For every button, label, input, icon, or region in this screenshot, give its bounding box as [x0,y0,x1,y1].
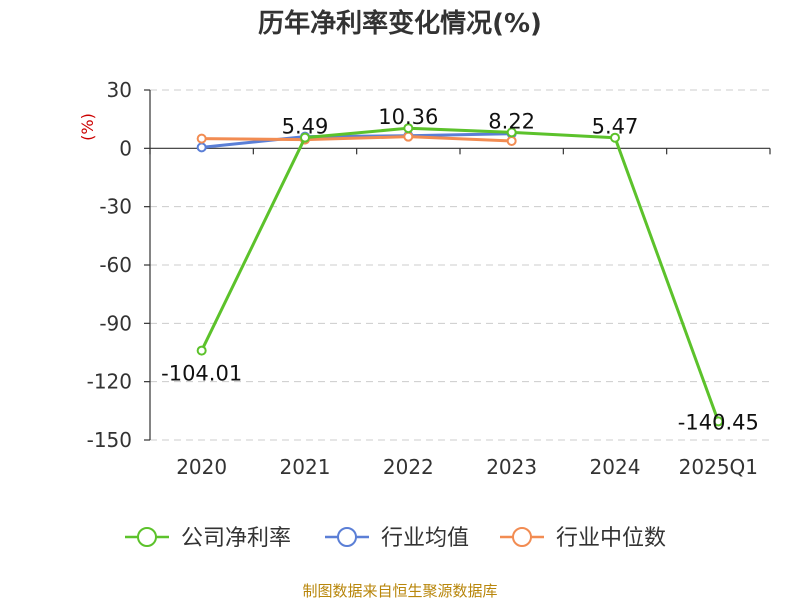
data-label: 5.49 [282,115,329,139]
chart-title: 历年净利率变化情况(%) [258,8,542,39]
data-point [196,345,207,356]
legend-marker [512,527,532,547]
data-labels: -104.01 5.49 10.36 8.22 5.47 -140.45 [161,105,759,434]
grid-lines [150,89,770,441]
y-tick-label: -120 [87,370,132,394]
data-label: 10.36 [378,105,438,129]
x-tick-label: 2025Q1 [679,455,758,479]
data-point [196,142,207,153]
legend-label: 公司净利率 [181,526,291,551]
data-label: -104.01 [161,362,242,386]
data-point [300,132,310,143]
x-tick-label: 2024 [590,455,641,479]
legend-marker [337,527,357,547]
x-tick-label: 2022 [383,455,434,479]
y-tick-label: -30 [99,195,132,219]
data-point [713,416,724,427]
y-tick-label: -150 [87,428,132,452]
x-tick-labels: 2020 2021 2022 2023 2024 2025Q1 [176,455,758,479]
legend-label: 行业中位数 [556,526,666,551]
legend-label: 行业均值 [381,526,469,551]
y-unit-label: (%) [78,113,97,141]
x-tick-label: 2021 [280,455,331,479]
legend: 公司净利率 行业均值 行业中位数 [125,526,666,551]
data-label: 5.47 [592,115,639,139]
data-point [610,132,620,143]
series-line [200,126,720,422]
series-lines [196,123,724,427]
data-point [403,123,414,134]
y-tick-label: 0 [119,136,132,160]
legend-marker [137,527,157,547]
x-tick-label: 2023 [486,455,537,479]
data-point [196,133,207,144]
data-point [506,135,517,146]
source-footer: 制图数据来自恒生聚源数据库 [302,582,497,600]
y-tick-labels: 30 0 -30 -60 -90 -120 -150 [87,78,132,452]
x-tick-label: 2020 [176,455,227,479]
series-line [201,135,512,143]
y-tick-label: -60 [99,253,132,277]
data-label: 8.22 [488,109,535,133]
data-label: -140.45 [678,410,759,434]
series-line [201,132,512,149]
axes [144,89,771,441]
y-tick-label: 30 [107,78,132,102]
data-point [403,131,414,142]
y-tick-label: -90 [99,311,132,335]
data-point [506,127,517,138]
